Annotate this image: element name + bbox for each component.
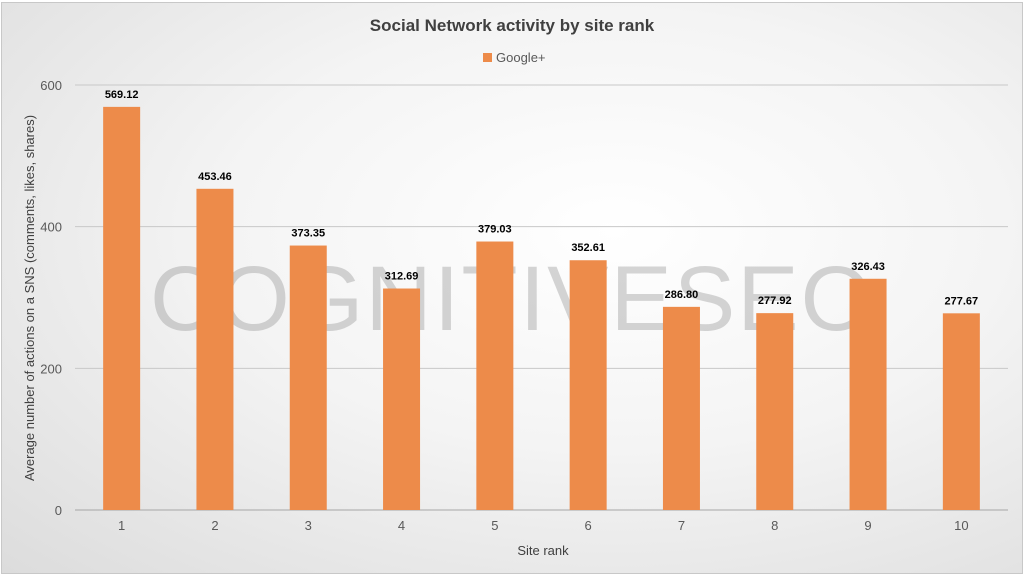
x-tick-label: 7 (678, 518, 685, 533)
x-tick-label: 5 (491, 518, 498, 533)
data-label: 569.12 (105, 89, 139, 101)
x-tick-label: 9 (864, 518, 871, 533)
x-tick-label: 1 (118, 518, 125, 533)
bar (196, 188, 234, 510)
bar (476, 241, 514, 510)
data-label: 379.03 (478, 224, 512, 236)
bar (756, 313, 794, 510)
bar (289, 245, 327, 510)
data-label: 277.67 (945, 295, 979, 307)
data-label: 352.61 (571, 242, 605, 254)
y-tick-label: 600 (40, 78, 62, 93)
x-tick-label: 4 (398, 518, 405, 533)
x-axis-title: Site rank (517, 543, 569, 558)
bar (569, 260, 607, 510)
x-tick-label: 10 (954, 518, 968, 533)
bar (849, 278, 887, 510)
y-tick-label: 0 (55, 503, 62, 518)
bar (662, 306, 700, 510)
x-tick-label: 3 (305, 518, 312, 533)
data-label: 277.92 (758, 295, 792, 307)
legend-swatch (483, 53, 492, 62)
data-label: 326.43 (851, 261, 885, 273)
data-label: 373.35 (291, 228, 325, 240)
bar (383, 288, 421, 510)
x-tick-label: 8 (771, 518, 778, 533)
data-label: 312.69 (385, 271, 419, 283)
legend-label: Google+ (496, 50, 546, 65)
bar (103, 106, 141, 510)
data-label: 286.80 (665, 289, 699, 301)
data-label: 453.46 (198, 171, 232, 183)
bar (942, 313, 980, 510)
x-tick-label: 2 (211, 518, 218, 533)
y-tick-label: 400 (40, 220, 62, 235)
legend: Google+ (483, 50, 546, 65)
chart-title: Social Network activity by site rank (370, 16, 655, 35)
y-axis-title: Average number of actions on a SNS (comm… (22, 115, 37, 481)
x-tick-label: 6 (585, 518, 592, 533)
y-tick-label: 200 (40, 361, 62, 376)
